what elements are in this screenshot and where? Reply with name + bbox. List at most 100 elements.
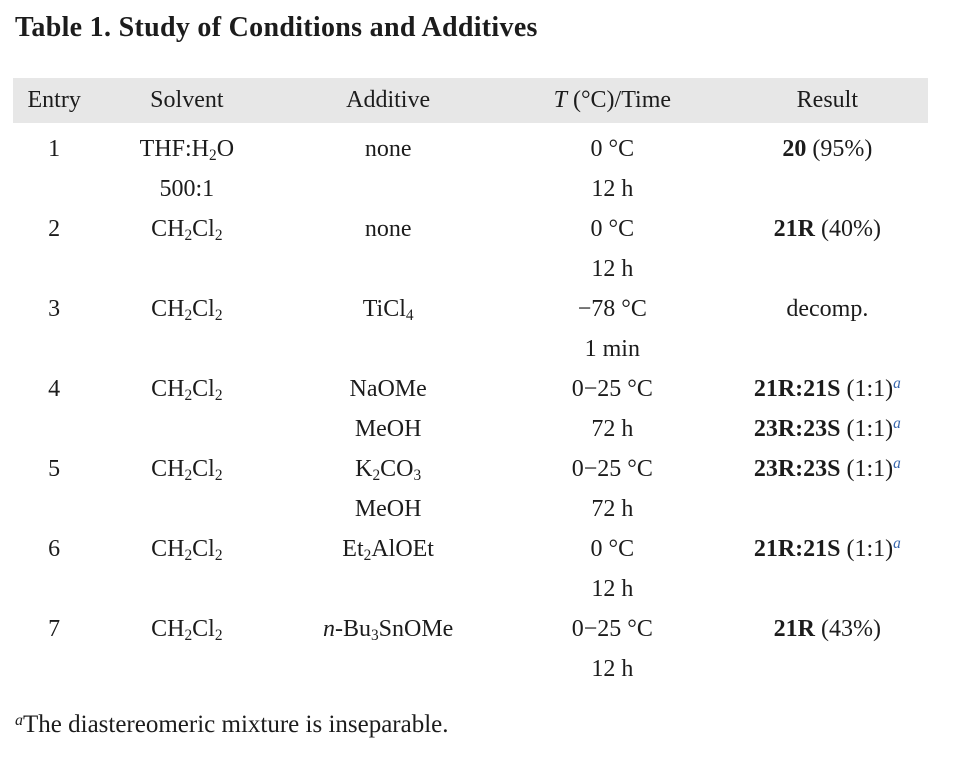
text-segment: CH — [151, 216, 185, 242]
cell-line: 4 — [13, 369, 95, 409]
text-segment: 7 — [48, 616, 61, 642]
text-segment: (1:1) — [840, 376, 894, 402]
cell-line: MeOH — [278, 409, 498, 449]
text-segment: 5 — [48, 456, 61, 482]
text-segment: 0 °C — [590, 536, 635, 562]
cell-line: CH2Cl2 — [95, 609, 278, 649]
text-segment: −78 °C — [577, 296, 647, 322]
cell-line: 21R (43%) — [727, 609, 928, 649]
text-segment: 0 °C — [590, 136, 635, 162]
text-segment: Additive — [346, 87, 431, 113]
column-header-t_time: T (°C)/Time — [498, 87, 727, 114]
text-segment: 2 — [214, 547, 223, 565]
column-header-solvent: Solvent — [95, 87, 278, 114]
cell-entry: 6 — [13, 529, 95, 609]
cell-entry: 1 — [13, 129, 95, 209]
text-segment: 2 — [184, 387, 193, 405]
text-segment: 2 — [214, 387, 223, 405]
text-segment: (95%) — [806, 136, 873, 162]
text-segment: K — [355, 456, 373, 482]
text-segment: 2 — [184, 467, 193, 485]
cell-t_time: 0−25 °C 12 h — [498, 609, 727, 689]
cell-solvent: CH2Cl2 — [95, 609, 278, 689]
cell-line: −78 °C — [498, 289, 727, 329]
text-segment: Et — [342, 536, 364, 562]
cell-entry: 5 — [13, 449, 95, 529]
cell-result: 21R:21S (1:1)a 23R:23S (1:1)a — [727, 369, 928, 449]
cell-t_time: 0 °C 12 h — [498, 529, 727, 609]
table-title: Table 1. Study of Conditions and Additiv… — [15, 12, 538, 43]
cell-line: 1 min — [498, 329, 727, 369]
text-segment: 12 h — [591, 656, 634, 682]
table-body: 1 THF:H2O 500:1 none 0 °C 12 h 20 (95%) 2 CH2Cl2… — [13, 123, 928, 689]
cell-line: 72 h — [498, 409, 727, 449]
text-segment: 2 — [184, 307, 193, 325]
text-segment: 0 °C — [590, 216, 635, 242]
text-segment: O — [216, 136, 235, 162]
text-segment: CH — [151, 536, 185, 562]
text-segment: Cl — [192, 536, 215, 562]
cell-additive: NaOMe MeOH — [278, 369, 498, 449]
cell-result: decomp. — [727, 289, 928, 369]
cell-line: 12 h — [498, 649, 727, 689]
text-segment: 21R — [773, 216, 816, 242]
text-segment: Entry — [27, 87, 81, 113]
cell-solvent: CH2Cl2 — [95, 289, 278, 369]
text-segment: 2 — [372, 467, 381, 485]
cell-line: 12 h — [498, 169, 727, 209]
text-segment: 2 — [209, 147, 217, 165]
cell-t_time: 0−25 °C 72 h — [498, 449, 727, 529]
footnote-marker: a — [15, 711, 23, 729]
text-segment: CH — [151, 456, 185, 482]
text-segment: a — [893, 374, 901, 392]
cell-t_time: 0 °C 12 h — [498, 209, 727, 289]
table-row: 1 THF:H2O 500:1 none 0 °C 12 h 20 (95%) — [13, 129, 928, 209]
text-segment: 12 h — [591, 576, 634, 602]
text-segment: Cl — [192, 456, 215, 482]
cell-additive: none — [278, 209, 498, 289]
text-segment: 12 h — [591, 176, 634, 202]
text-segment: THF:H — [139, 136, 209, 162]
cell-line: 21R (40%) — [727, 209, 928, 249]
text-segment: (°C)/Time — [566, 87, 672, 113]
cell-t_time: 0 °C 12 h — [498, 129, 727, 209]
cell-line: 0−25 °C — [498, 609, 727, 649]
text-segment: -Bu — [334, 616, 371, 642]
text-segment: 2 — [184, 627, 193, 645]
cell-line: 1 — [13, 129, 95, 169]
text-segment: NaOMe — [349, 376, 427, 402]
text-segment: (43%) — [815, 616, 881, 642]
cell-additive: K2CO3 MeOH — [278, 449, 498, 529]
text-segment: 0−25 °C — [571, 456, 653, 482]
cell-line: K2CO3 — [278, 449, 498, 489]
text-segment: AlOEt — [371, 536, 434, 562]
cell-additive: Et2AlOEt — [278, 529, 498, 609]
text-segment: a — [893, 454, 901, 472]
text-segment: Result — [796, 87, 858, 113]
text-segment: 21R:21S — [753, 376, 841, 402]
cell-line: CH2Cl2 — [95, 209, 278, 249]
text-segment: CO — [380, 456, 414, 482]
cell-line: CH2Cl2 — [95, 289, 278, 329]
cell-solvent: CH2Cl2 — [95, 529, 278, 609]
table-row: 7 CH2Cl2 n-Bu3SnOMe 0−25 °C 12 h 21R (43%) — [13, 609, 928, 689]
text-segment: 23R:23S — [753, 416, 841, 442]
cell-line: 6 — [13, 529, 95, 569]
cell-line: 0 °C — [498, 529, 727, 569]
cell-line: 21R:21S (1:1)a — [727, 529, 928, 569]
cell-line: CH2Cl2 — [95, 529, 278, 569]
text-segment: 21R:21S — [753, 536, 841, 562]
text-segment: 4 — [405, 307, 414, 325]
text-segment: 0−25 °C — [571, 616, 653, 642]
cell-entry: 3 — [13, 289, 95, 369]
text-segment: 4 — [48, 376, 61, 402]
cell-solvent: CH2Cl2 — [95, 449, 278, 529]
text-segment: n — [322, 616, 335, 642]
table-header-row: Entry Solvent Additive T (°C)/Time Result — [13, 78, 928, 123]
text-segment: Cl — [192, 216, 215, 242]
footnote-text: The diastereomeric mixture is inseparabl… — [23, 711, 449, 738]
cell-result: 20 (95%) — [727, 129, 928, 209]
cell-line: decomp. — [727, 289, 928, 329]
conditions-table: Entry Solvent Additive T (°C)/Time Result 1 T… — [13, 78, 928, 689]
cell-line: 20 (95%) — [727, 129, 928, 169]
